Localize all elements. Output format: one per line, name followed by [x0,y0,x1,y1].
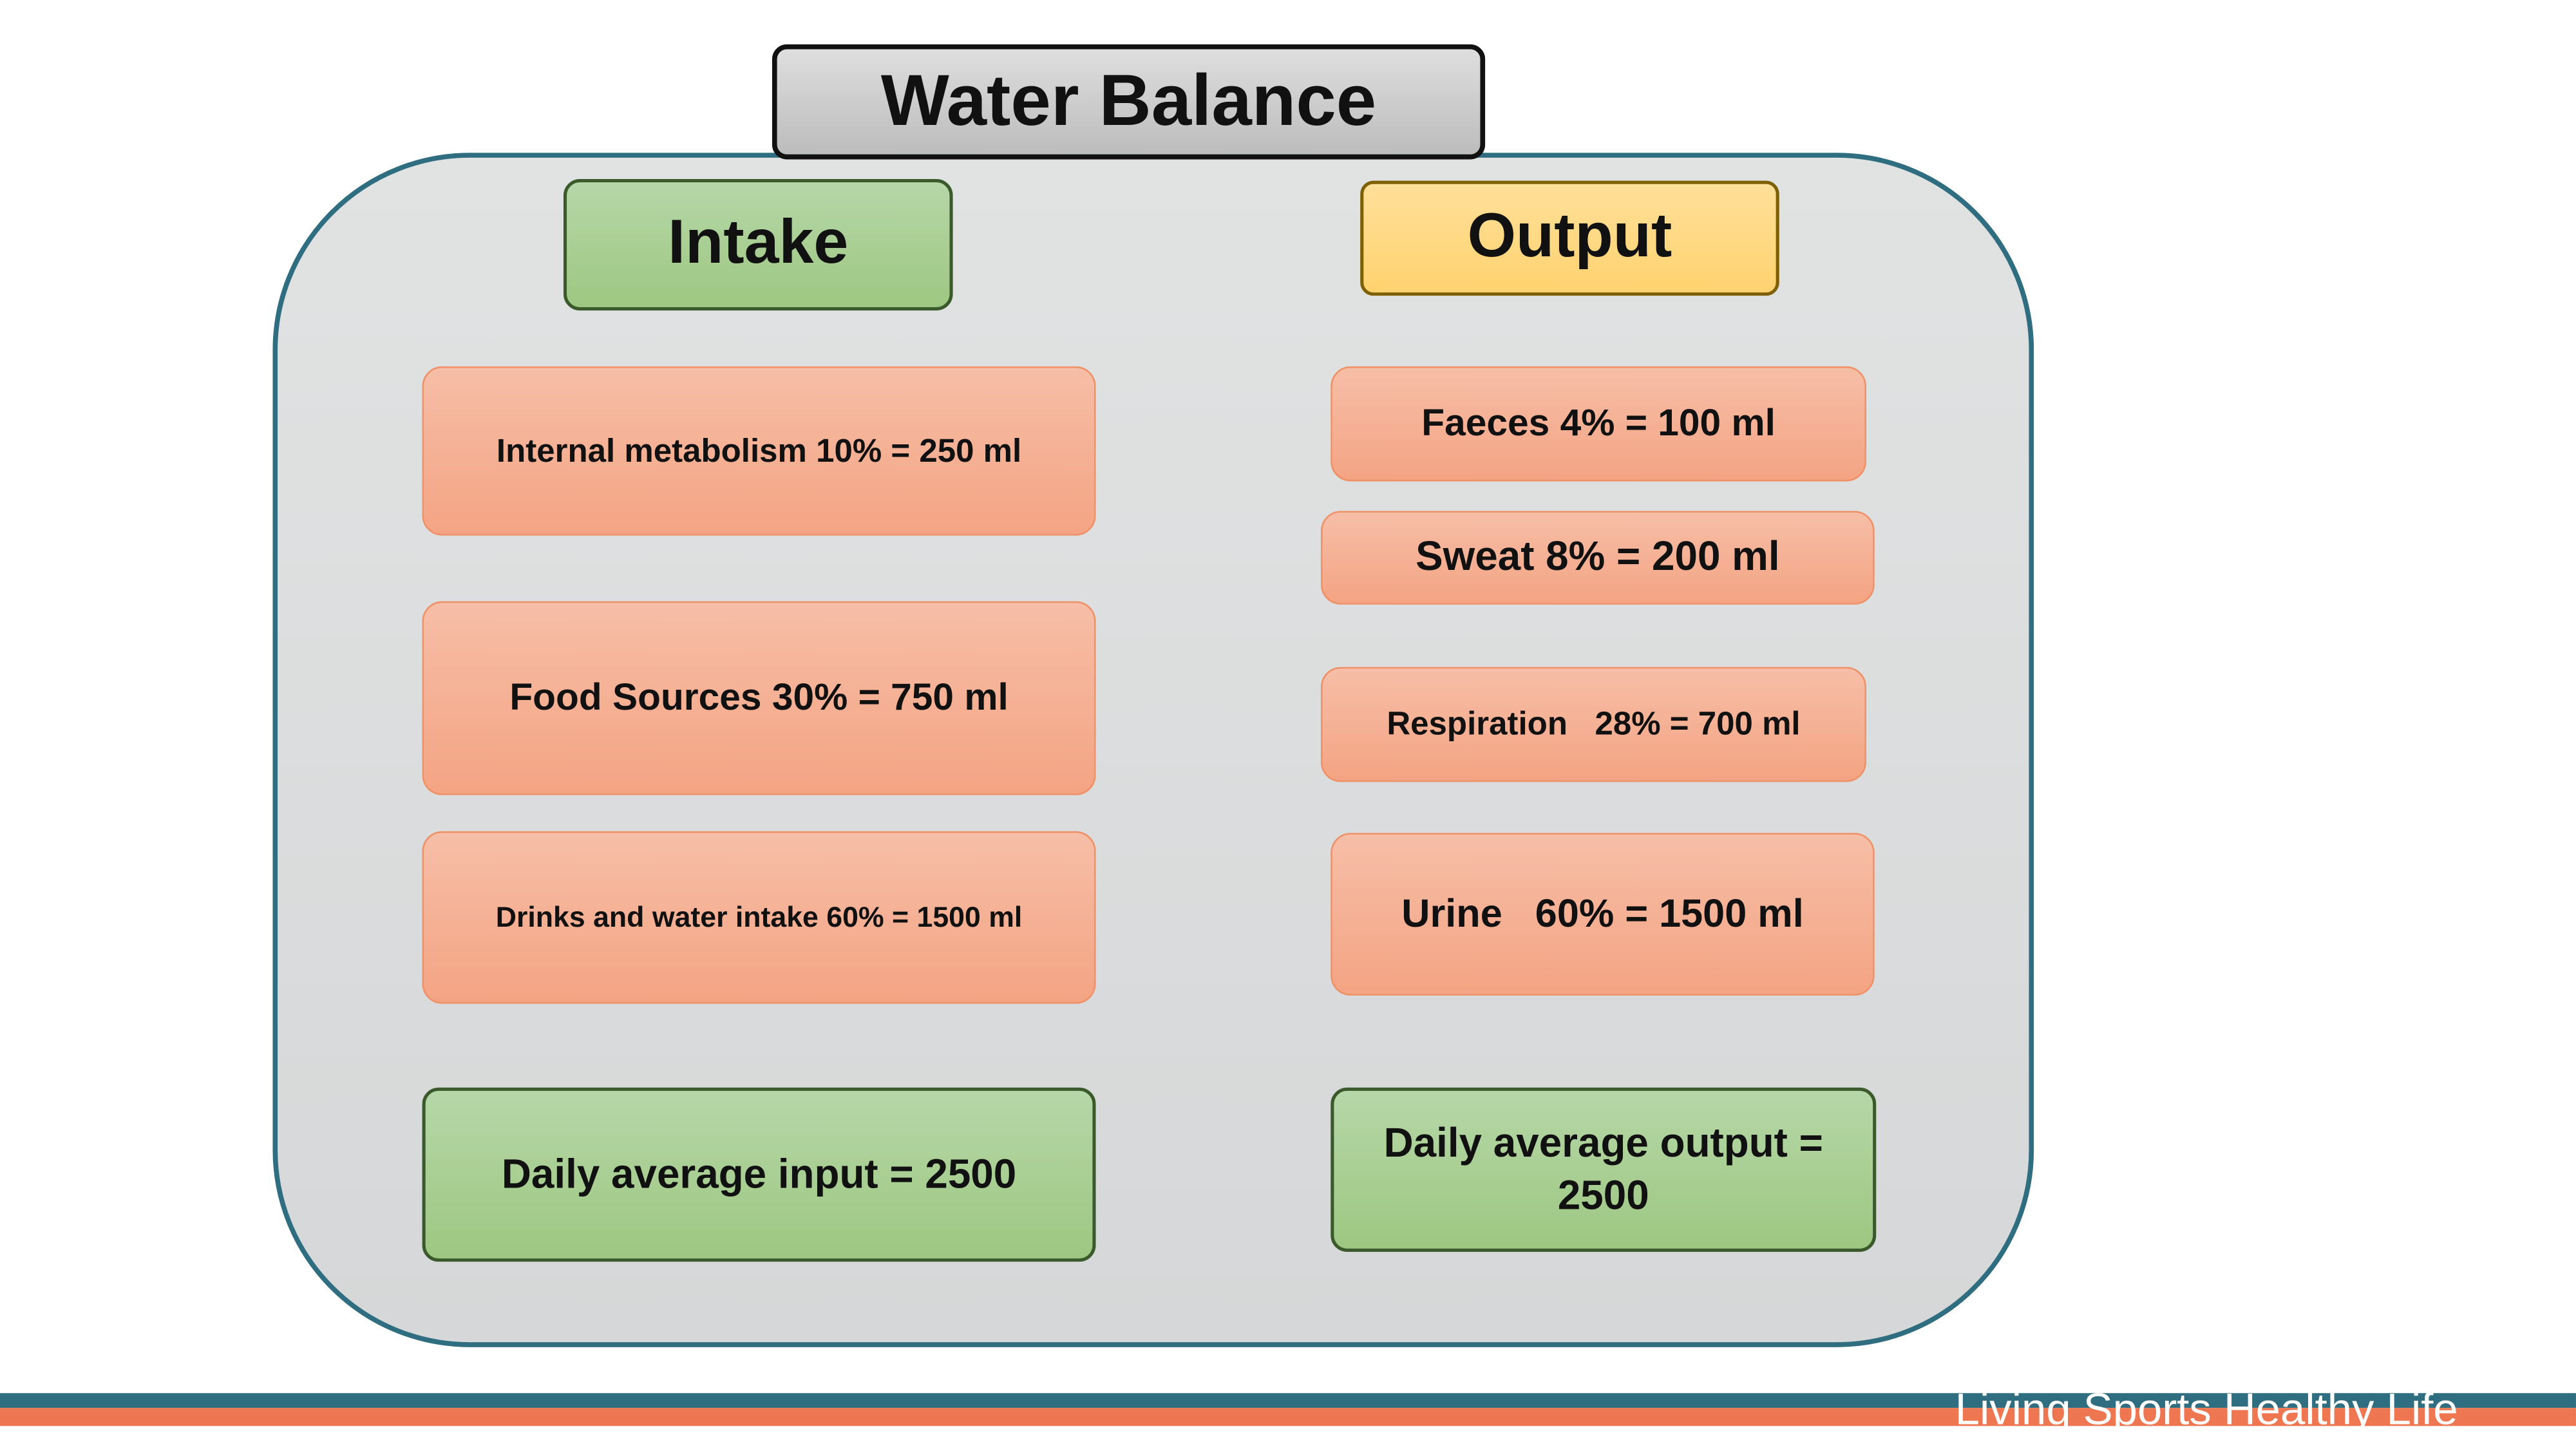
intake-item: Food Sources 30% = 750 ml [422,601,1096,795]
output-item: Faeces 4% = 100 ml [1331,366,1866,482]
footer-bar [0,1408,2576,1426]
intake-item: Drinks and water intake 60% = 1500 ml [422,831,1096,1004]
intake-heading: Intake [563,179,953,311]
intake-item: Internal metabolism 10% = 250 ml [422,366,1096,536]
footer-bar [0,1393,2576,1408]
title: Water Balance [772,44,1486,160]
output-heading: Output [1360,180,1779,296]
output-item: Respiration 28% = 700 ml [1321,667,1866,782]
output-item: Urine 60% = 1500 ml [1331,833,1875,996]
output-item: Sweat 8% = 200 ml [1321,511,1875,605]
intake-total: Daily average input = 2500 [422,1087,1096,1262]
footer-text: Living Sports Healthy Life [1955,1385,2458,1435]
output-total: Daily average output = 2500 [1331,1087,1877,1252]
